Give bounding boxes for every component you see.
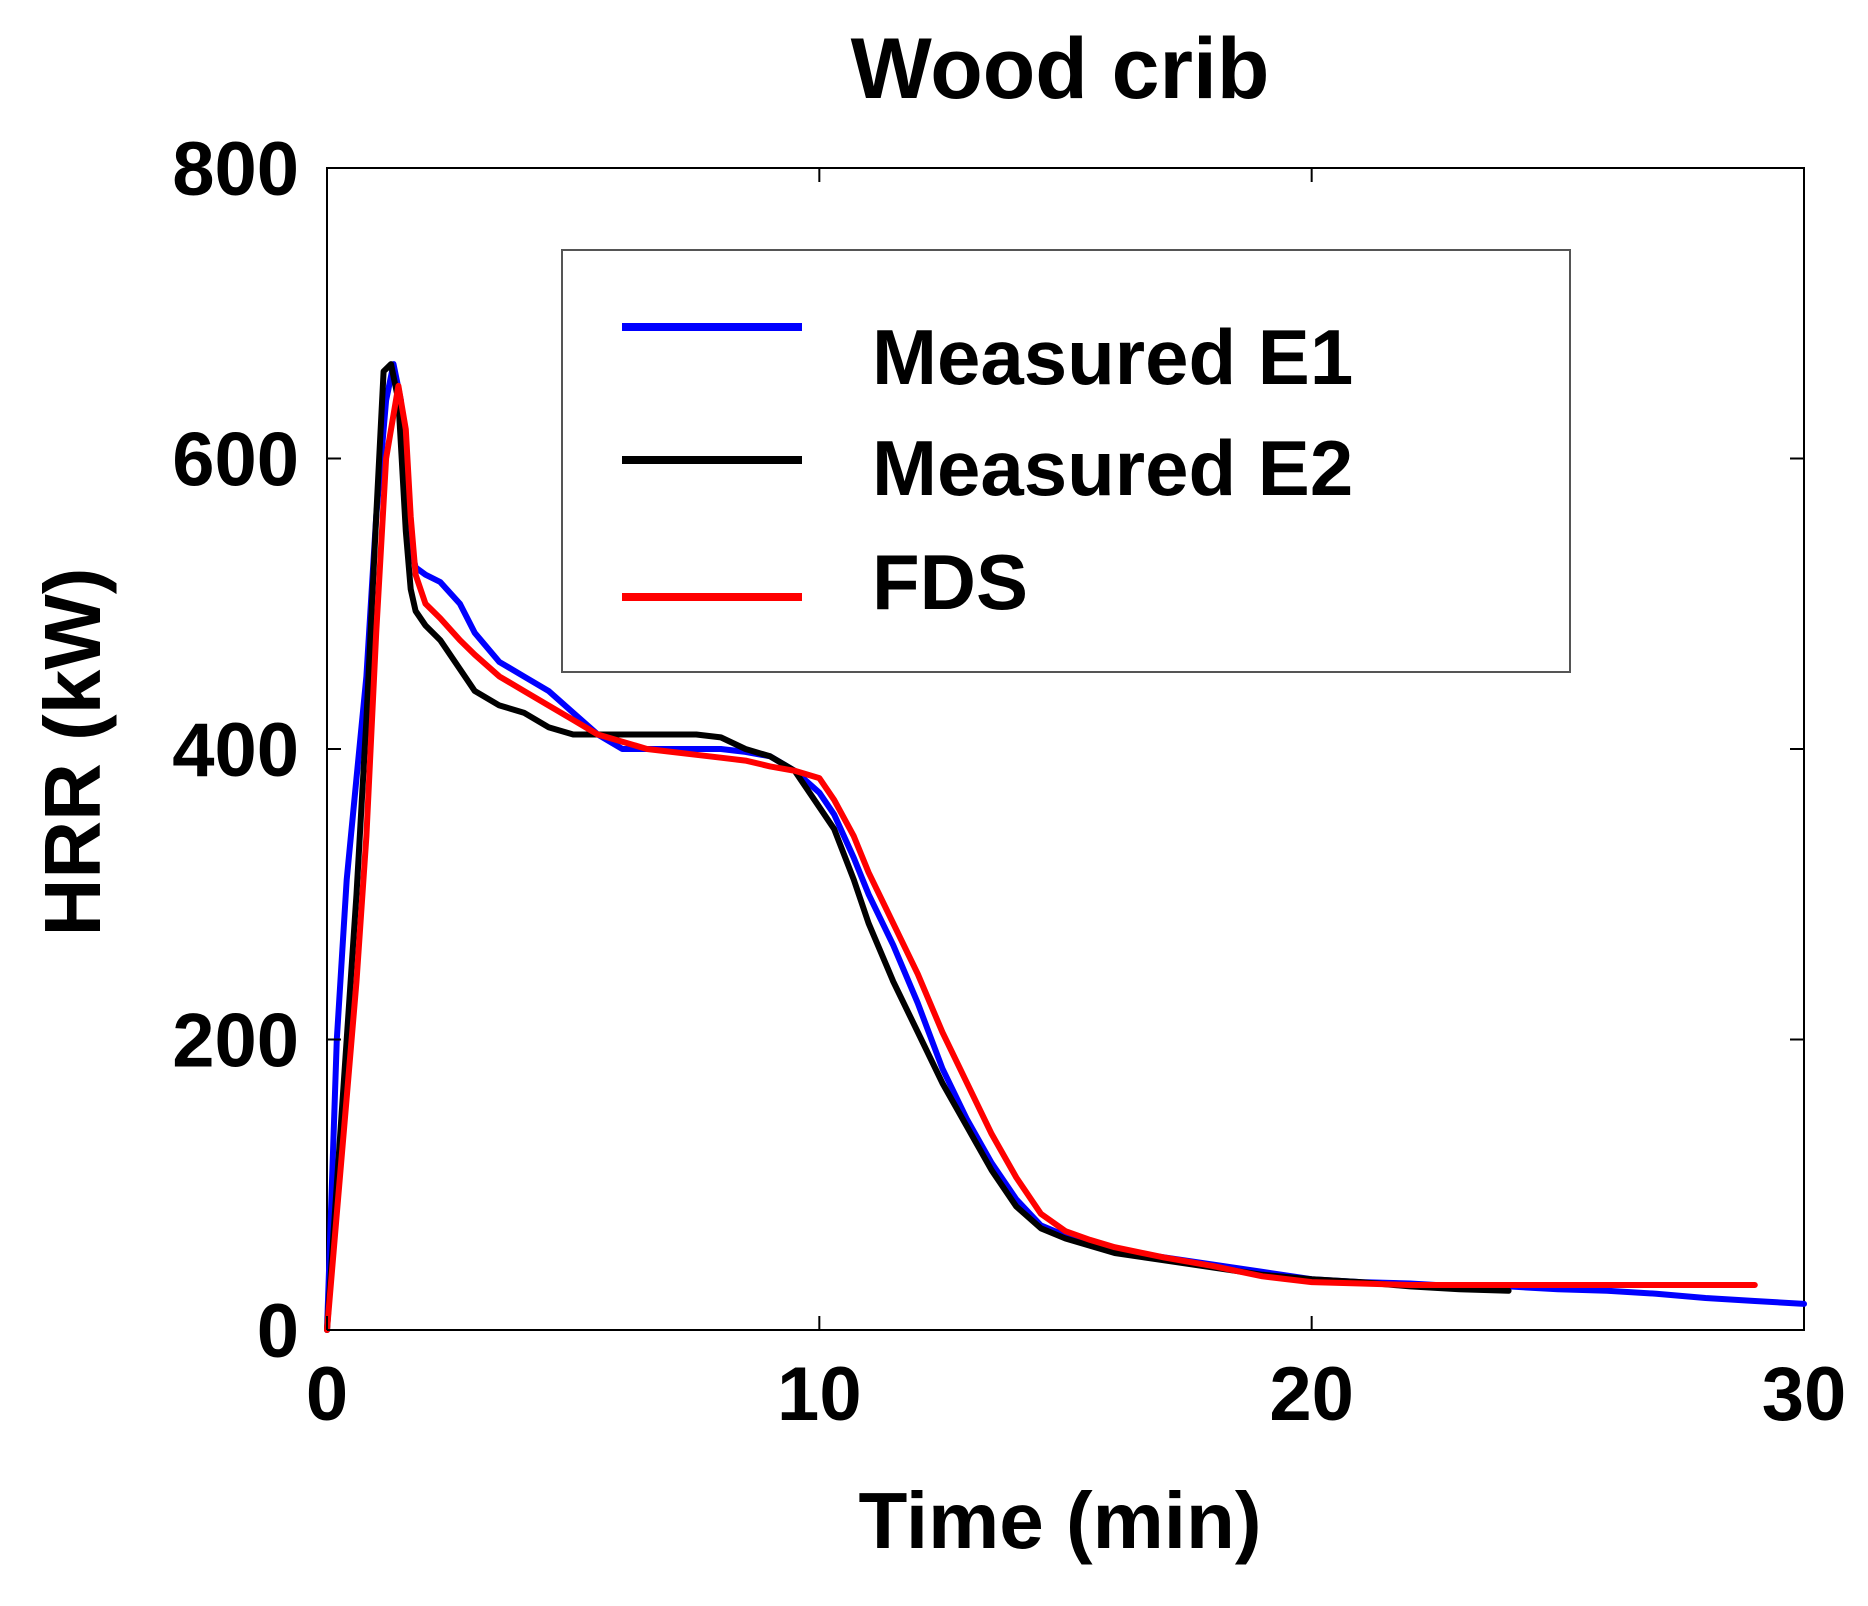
legend-label-measured-e1: Measured E1 <box>872 313 1353 401</box>
legend-label-measured-e2: Measured E2 <box>872 424 1353 512</box>
series-line-measured-e2 <box>324 361 1512 1333</box>
y-tick-label: 200 <box>172 999 299 1084</box>
x-tick-label: 0 <box>306 1352 348 1437</box>
y-tick-label: 0 <box>257 1289 299 1374</box>
series-line-fds <box>324 382 1758 1333</box>
y-axis-label: HRR (kW) <box>28 568 117 937</box>
y-tick-label: 400 <box>172 708 299 793</box>
chart-title: Wood crib <box>851 21 1270 117</box>
legend: Measured E1 Measured E2 FDS <box>561 249 1571 673</box>
x-tick-label: 20 <box>1269 1352 1354 1437</box>
legend-label-fds: FDS <box>872 538 1028 626</box>
x-axis-label: Time (min) <box>858 1476 1261 1565</box>
y-tick-label: 600 <box>172 418 299 503</box>
series-layer <box>324 361 1807 1333</box>
x-tick-label: 10 <box>777 1352 862 1437</box>
y-tick-label: 800 <box>172 127 299 212</box>
tick-layer: 0 10 20 30 0 200 400 600 800 <box>172 127 1846 1437</box>
x-tick-label: 30 <box>1762 1352 1847 1437</box>
